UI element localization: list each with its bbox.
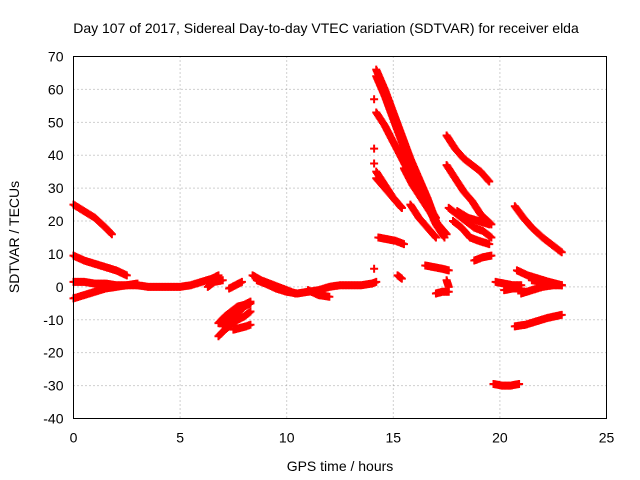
data-point	[557, 310, 566, 319]
data-point	[107, 230, 116, 239]
y-tick-label: 10	[48, 246, 64, 262]
data-point	[485, 220, 494, 229]
data-point	[218, 276, 227, 285]
data-point	[442, 230, 451, 239]
data-point	[557, 281, 566, 290]
data-point	[515, 379, 524, 388]
data-point	[397, 203, 406, 212]
data-point	[370, 95, 379, 104]
chart-title: Day 107 of 2017, Sidereal Day-to-day VTE…	[73, 20, 579, 36]
x-tick-label: 25	[599, 430, 615, 446]
data-point	[372, 277, 381, 286]
y-tick-label: -30	[43, 378, 63, 394]
x-tick-label: 10	[279, 430, 295, 446]
data-point	[431, 233, 440, 242]
data-point	[246, 320, 255, 329]
x-axis-label: GPS time / hours	[287, 458, 394, 474]
data-point	[246, 307, 255, 316]
data-point	[246, 299, 255, 308]
y-tick-label: -20	[43, 345, 63, 361]
y-tick-label: 60	[48, 81, 64, 97]
x-tick-labels: 0 5 10 15 20 25	[70, 430, 615, 446]
data-point	[487, 251, 496, 260]
plot-frame	[73, 56, 607, 419]
y-tick-label: -40	[43, 411, 63, 427]
data-point	[444, 282, 453, 291]
y-tick-label: 20	[48, 213, 64, 229]
data-point	[485, 240, 494, 249]
data-point	[325, 292, 334, 301]
data-point	[370, 264, 379, 273]
data-point	[444, 266, 453, 275]
x-tick-label: 20	[492, 430, 508, 446]
y-tick-labels: -40 -30 -20 -10 0 10 20 30 40 50 60 70	[43, 49, 63, 427]
data-point	[370, 144, 379, 153]
data-point	[370, 159, 379, 168]
y-tick-label: 50	[48, 114, 64, 130]
data-point	[106, 229, 115, 238]
data-points	[69, 65, 566, 390]
data-point	[557, 248, 566, 257]
data-point	[485, 177, 494, 186]
data-point	[237, 277, 246, 286]
data-point	[487, 233, 496, 242]
data-point	[397, 274, 406, 283]
x-tick-label: 15	[386, 430, 402, 446]
x-tick-label: 5	[176, 430, 184, 446]
data-point	[122, 271, 131, 280]
y-tick-label: 0	[56, 279, 64, 295]
y-tick-label: 40	[48, 147, 64, 163]
x-tick-label: 0	[70, 430, 78, 446]
y-tick-label: 30	[48, 180, 64, 196]
y-axis-label: SDTVAR / TECUs	[6, 181, 22, 293]
data-point	[399, 240, 408, 249]
y-tick-label: 70	[48, 49, 64, 65]
axis-ticks	[74, 57, 607, 419]
y-tick-label: -10	[43, 312, 63, 328]
grid	[73, 56, 607, 419]
